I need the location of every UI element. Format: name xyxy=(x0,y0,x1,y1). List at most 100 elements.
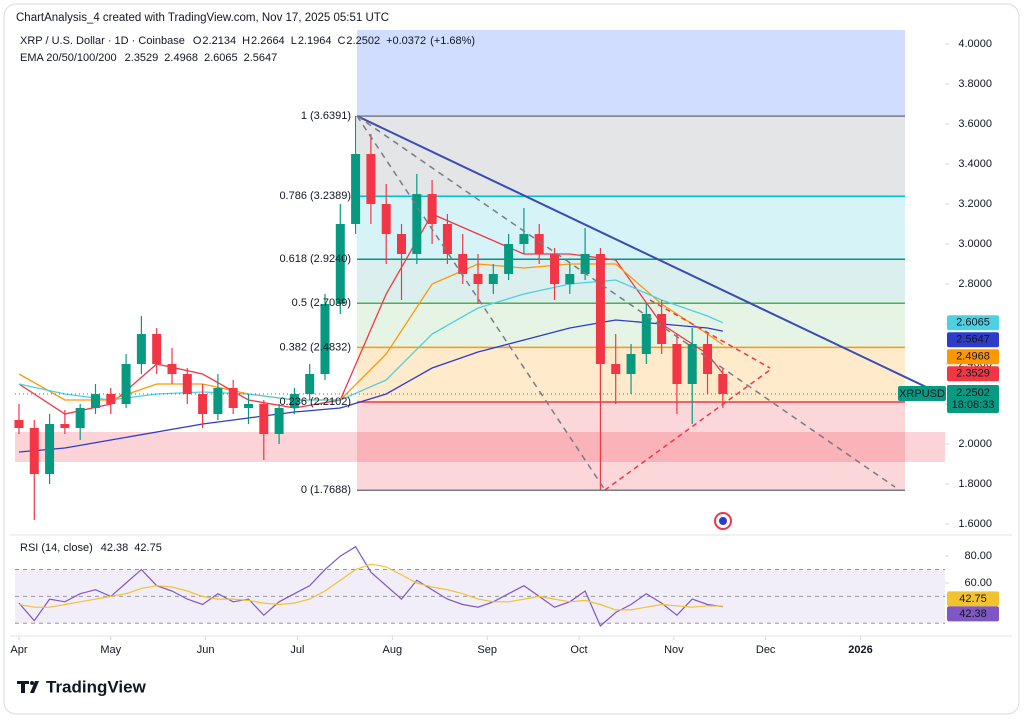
ohlc-key: L xyxy=(291,35,297,47)
candle-body xyxy=(335,224,345,304)
candle-body xyxy=(60,424,70,428)
candle-body xyxy=(641,314,651,354)
fib-label: 0 (1.7688) xyxy=(301,484,351,496)
price-badge-label: 42.75 xyxy=(959,593,987,605)
candle-body xyxy=(519,234,529,244)
x-tick-label: Jun xyxy=(197,644,215,656)
price-badge-label: 2.4968 xyxy=(956,351,990,363)
x-tick-label: Aug xyxy=(383,644,403,656)
dashed-line xyxy=(604,369,771,491)
price-badge-label: 2.5647 xyxy=(956,334,990,346)
drawings xyxy=(356,115,946,530)
fib-zone xyxy=(357,303,905,348)
price-badge-label: 2.3529 xyxy=(956,368,990,380)
ema-line xyxy=(18,279,724,401)
price-badge xyxy=(947,366,999,382)
candle-body xyxy=(703,344,713,374)
candle-body xyxy=(595,254,605,364)
x-tick-label: Dec xyxy=(756,644,776,656)
ema-line xyxy=(18,213,724,415)
event-icon-dot xyxy=(719,517,727,525)
brand-name: TradingView xyxy=(46,677,147,696)
candle-body xyxy=(228,388,238,408)
fib-label: 0.786 (3.2389) xyxy=(279,190,351,202)
candle-body xyxy=(167,364,177,374)
price-badge xyxy=(947,591,999,607)
y-tick-label: 3.6000 xyxy=(958,118,992,130)
indicator-value: 2.6065 xyxy=(204,52,238,64)
candle-body xyxy=(504,244,514,274)
candle-body xyxy=(106,394,116,404)
ohlc-value: 2.2502 xyxy=(346,35,380,47)
candle-body xyxy=(427,194,437,224)
rsi-line xyxy=(18,563,723,611)
x-tick-label: 2026 xyxy=(848,644,872,656)
candle-body xyxy=(550,254,560,284)
y-tick-label: 3.2000 xyxy=(958,198,992,210)
candle-body xyxy=(488,274,498,284)
x-tick-label: Sep xyxy=(477,644,497,656)
x-tick-label: May xyxy=(100,644,121,656)
marks-layer xyxy=(14,115,945,627)
y-tick-label: 4.0000 xyxy=(958,38,992,50)
candle-body xyxy=(182,374,192,394)
price-badge xyxy=(947,315,999,331)
y-tick-label: 2.0000 xyxy=(958,438,992,450)
ohlc-key: H xyxy=(242,35,250,47)
candle-body xyxy=(580,254,590,274)
candle-body xyxy=(381,204,391,234)
y-tick-label: 3.0000 xyxy=(958,238,992,250)
fib-zone xyxy=(357,196,905,260)
candle-body xyxy=(305,374,315,394)
fib-label: 0.236 (2.2102) xyxy=(279,396,351,408)
candle-body xyxy=(121,364,131,404)
indicator-value: 2.3529 xyxy=(125,52,159,64)
dashed-line xyxy=(356,115,606,491)
candle-body xyxy=(412,194,422,254)
ohlc-key: C xyxy=(337,35,345,47)
y-tick-label: 1.6000 xyxy=(958,518,992,530)
fib-label: 0.5 (2.7039) xyxy=(292,297,351,309)
candle-body xyxy=(657,314,667,344)
price-badge xyxy=(947,606,999,622)
rsi-line xyxy=(18,545,723,627)
ema-line xyxy=(18,263,724,401)
y-tick-label: 1.8000 xyxy=(958,478,992,490)
card xyxy=(3,3,1020,715)
change: +0.0372 xyxy=(386,35,426,47)
candle-body xyxy=(136,334,146,364)
dashed-line xyxy=(649,299,771,369)
candle-body xyxy=(565,274,575,284)
support-zone-box xyxy=(15,432,945,462)
brand-logo xyxy=(17,681,39,693)
candle-body xyxy=(351,154,361,224)
candle-body xyxy=(626,354,636,374)
rsi-title: RSI (14, close) xyxy=(20,542,93,554)
support-zone xyxy=(15,432,945,462)
fib-top-zone xyxy=(357,30,905,117)
candle-body xyxy=(213,388,223,414)
candle-body xyxy=(366,154,376,204)
ticker-badge-label: XRPUSD xyxy=(899,388,945,400)
candle-body xyxy=(14,420,24,428)
candle-body xyxy=(29,428,39,474)
dashed-line xyxy=(356,115,896,488)
logo-dot xyxy=(30,681,34,685)
candle-body xyxy=(198,394,208,414)
attribution: ChartAnalysis_4 created with TradingView… xyxy=(16,12,389,24)
y-tick-label: 80.00 xyxy=(964,550,992,562)
fib-zone xyxy=(357,401,905,491)
ohlc-key: O xyxy=(193,35,202,47)
candle-body xyxy=(259,404,269,434)
candle-body xyxy=(289,394,299,408)
close-badge-price: 2.2502 xyxy=(956,387,990,399)
fib-label: 0.618 (2.9240) xyxy=(279,253,351,265)
y-tick-label: 3.8000 xyxy=(958,78,992,90)
candle-body xyxy=(152,334,162,364)
x-tick-label: Nov xyxy=(664,644,684,656)
candle-body xyxy=(243,404,253,408)
ema-line xyxy=(18,319,723,453)
candle-body xyxy=(45,424,55,474)
fib-label: 0.382 (2.4832) xyxy=(279,341,351,353)
candle-body xyxy=(672,344,682,384)
